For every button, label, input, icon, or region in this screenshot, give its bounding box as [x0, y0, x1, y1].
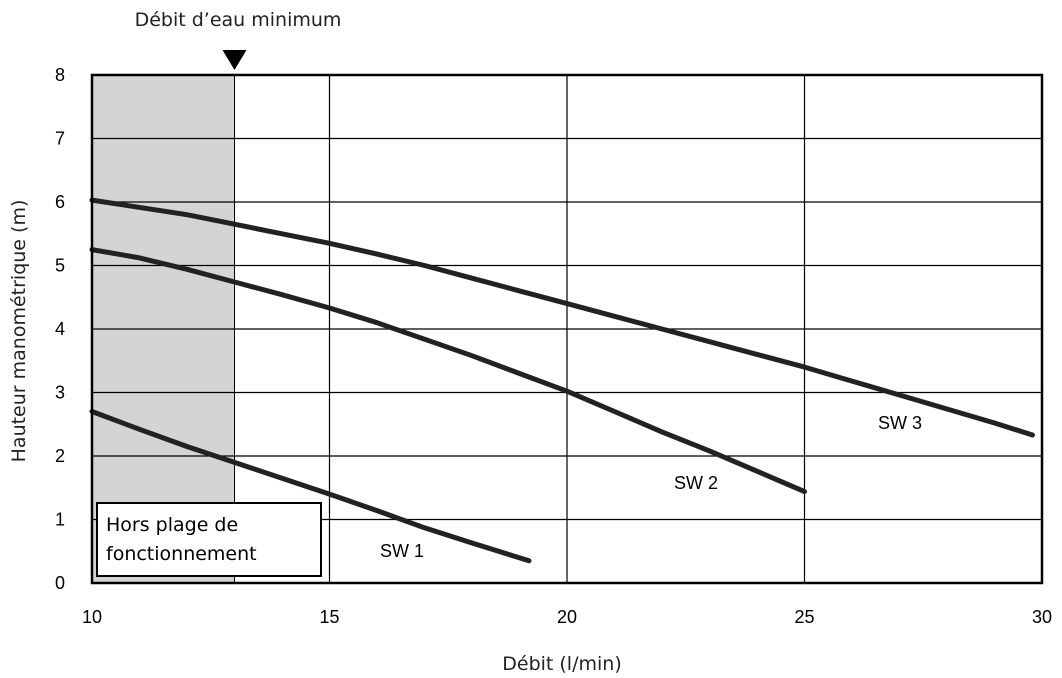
x-tick-label-15: 15: [319, 607, 339, 627]
y-tick-label-0: 0: [55, 573, 65, 593]
series-line-sw2: [89, 247, 807, 495]
min-flow-marker-icon: [222, 50, 247, 70]
x-axis-label: Débit (l/min): [502, 653, 621, 675]
series-line-sw3: [89, 197, 1035, 438]
y-tick-label-2: 2: [55, 446, 65, 466]
x-tick-label-25: 25: [794, 607, 814, 627]
x-tick-label-20: 20: [557, 607, 577, 627]
y-axis-label: Hauteur manométrique (m): [8, 200, 30, 463]
series-label-sw2: SW 2: [674, 473, 718, 493]
y-tick-label-8: 8: [55, 65, 65, 85]
out-of-range-note-box: [96, 502, 322, 577]
y-tick-label-5: 5: [55, 256, 65, 276]
y-tick-label-4: 4: [55, 319, 65, 339]
y-tick-label-6: 6: [55, 192, 65, 212]
grid: [92, 75, 1042, 583]
y-tick-label-7: 7: [55, 129, 65, 149]
x-tick-label-30: 30: [1032, 607, 1052, 627]
plot-frame: [90, 73, 1044, 585]
min-flow-label: Débit d’eau minimum: [135, 9, 342, 31]
series-line-sw1: [89, 409, 532, 564]
out-of-range-note: Hors plage de fonctionnement: [96, 502, 322, 577]
y-tick-label-3: 3: [55, 383, 65, 403]
series-label-sw1: SW 1: [380, 541, 424, 561]
out-of-range-note-line2: fonctionnement: [106, 543, 257, 565]
out-of-range-note-line1: Hors plage de: [106, 514, 238, 536]
series-label-sw3: SW 3: [878, 413, 922, 433]
series-labels: SW 1 SW 2 SW 3: [380, 413, 922, 561]
series-lines: [89, 197, 1035, 564]
y-tick-label-1: 1: [55, 510, 65, 530]
tick-labels: 10 15 20 25 30 0 1 2 3 4 5 6 7 8: [55, 65, 1052, 627]
x-tick-label-10: 10: [82, 607, 102, 627]
